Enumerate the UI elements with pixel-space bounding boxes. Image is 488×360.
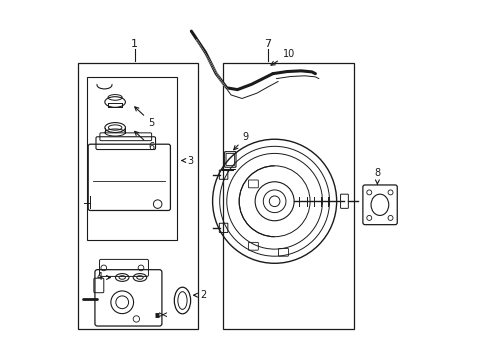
Text: 5: 5: [135, 107, 154, 127]
Text: 2: 2: [193, 290, 206, 300]
Bar: [86, 77, 177, 240]
Text: 4: 4: [97, 273, 110, 283]
Text: 10: 10: [270, 49, 294, 65]
Text: 1: 1: [131, 39, 138, 49]
Bar: [78, 63, 198, 329]
Text: 7: 7: [264, 39, 270, 49]
Text: 8: 8: [374, 168, 380, 184]
Text: 6: 6: [134, 131, 154, 152]
Text: 3: 3: [181, 156, 193, 166]
Text: 9: 9: [233, 132, 248, 150]
Bar: [223, 63, 354, 329]
